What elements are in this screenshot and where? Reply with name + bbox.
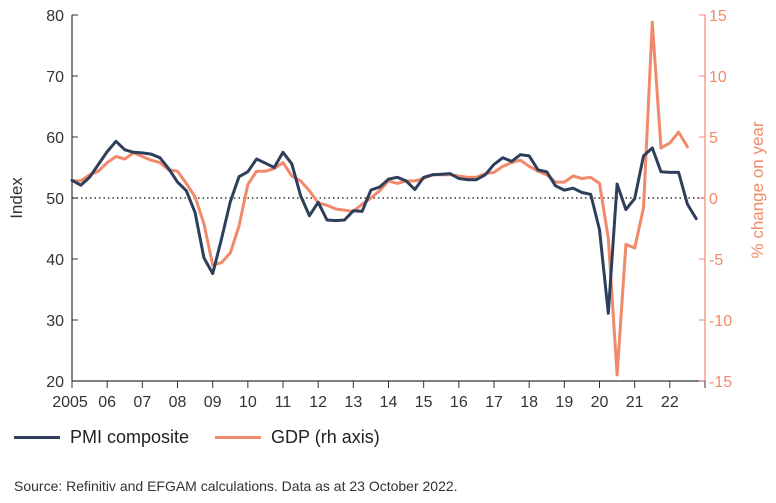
legend-label-pmi: PMI composite	[70, 427, 190, 447]
x-tick-label: 22	[661, 394, 679, 411]
series-line-gdp	[70, 20, 689, 377]
y-tick-label: 40	[46, 252, 64, 269]
x-tick-label: 09	[204, 394, 222, 411]
y2-tick-label: 15	[709, 8, 727, 25]
y2-tick-label: -15	[709, 374, 732, 391]
legend-swatch-pmi	[14, 436, 60, 439]
chart-series	[70, 20, 698, 377]
x-tick-label: 07	[133, 394, 151, 411]
x-tick-label: 11	[275, 394, 292, 411]
x-tick-label: 13	[344, 394, 362, 411]
y-axis-title: Index	[7, 177, 26, 219]
x-tick-label: 14	[380, 394, 398, 411]
legend-label-gdp: GDP (rh axis)	[271, 427, 380, 447]
y2-tick-label: -10	[709, 313, 732, 330]
x-tick-label: 08	[169, 394, 187, 411]
x-tick-label: 17	[485, 394, 503, 411]
x-tick-label: 18	[520, 394, 538, 411]
y2-tick-label: -5	[709, 252, 723, 269]
x-tick-label: 10	[239, 394, 257, 411]
x-tick-label: 12	[309, 394, 327, 411]
source-note: Source: Refinitiv and EFGAM calculations…	[14, 478, 458, 494]
legend-swatch-gdp	[215, 436, 262, 439]
y-tick-label: 50	[46, 191, 64, 208]
series-line-pmi	[70, 139, 698, 315]
y-tick-label: 30	[46, 313, 64, 330]
y2-tick-label: 5	[709, 130, 718, 147]
x-tick-label: 19	[555, 394, 573, 411]
y-tick-label: 60	[46, 130, 64, 147]
y-tick-label: 20	[46, 374, 64, 391]
x-tick-label: 2005	[52, 394, 88, 411]
x-tick-label: 20	[591, 394, 609, 411]
legend-item-pmi: PMI composite	[14, 427, 189, 448]
legend-item-gdp: GDP (rh axis)	[215, 427, 380, 448]
x-tick-label: 16	[450, 394, 468, 411]
y-tick-label: 70	[46, 69, 64, 86]
y-tick-label: 80	[46, 8, 64, 25]
x-tick-label: 15	[415, 394, 433, 411]
y2-tick-label: 10	[709, 69, 727, 86]
chart-legend: PMI composite GDP (rh axis)	[14, 427, 380, 448]
x-tick-label: 06	[98, 394, 116, 411]
x-tick-label: 21	[626, 394, 644, 411]
y2-axis-title: % change on year	[748, 121, 767, 258]
y2-tick-label: 0	[709, 191, 718, 208]
